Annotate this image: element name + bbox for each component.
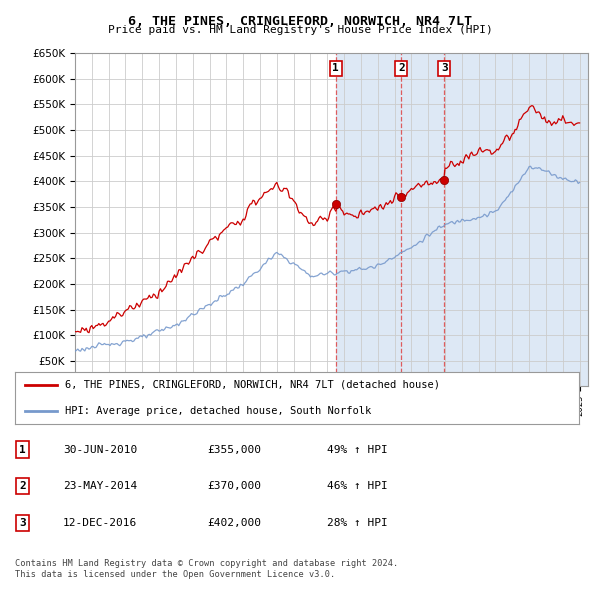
Text: £402,000: £402,000 bbox=[207, 519, 261, 528]
Text: 6, THE PINES, CRINGLEFORD, NORWICH, NR4 7LT (detached house): 6, THE PINES, CRINGLEFORD, NORWICH, NR4 … bbox=[65, 380, 440, 389]
Text: This data is licensed under the Open Government Licence v3.0.: This data is licensed under the Open Gov… bbox=[15, 571, 335, 579]
Text: 28% ↑ HPI: 28% ↑ HPI bbox=[327, 519, 388, 528]
Text: Price paid vs. HM Land Registry's House Price Index (HPI): Price paid vs. HM Land Registry's House … bbox=[107, 25, 493, 35]
Text: 23-MAY-2014: 23-MAY-2014 bbox=[63, 481, 137, 491]
Text: 6, THE PINES, CRINGLEFORD, NORWICH, NR4 7LT: 6, THE PINES, CRINGLEFORD, NORWICH, NR4 … bbox=[128, 15, 472, 28]
Bar bbox=[336, 53, 588, 386]
Text: 12-DEC-2016: 12-DEC-2016 bbox=[63, 519, 137, 528]
Text: 1: 1 bbox=[332, 64, 339, 74]
Text: 2: 2 bbox=[398, 64, 404, 74]
Text: 3: 3 bbox=[19, 519, 26, 528]
Text: 30-JUN-2010: 30-JUN-2010 bbox=[63, 445, 137, 454]
Text: Contains HM Land Registry data © Crown copyright and database right 2024.: Contains HM Land Registry data © Crown c… bbox=[15, 559, 398, 568]
Text: £355,000: £355,000 bbox=[207, 445, 261, 454]
Text: HPI: Average price, detached house, South Norfolk: HPI: Average price, detached house, Sout… bbox=[65, 406, 371, 415]
Text: 2: 2 bbox=[19, 481, 26, 491]
Text: 3: 3 bbox=[441, 64, 448, 74]
Text: 49% ↑ HPI: 49% ↑ HPI bbox=[327, 445, 388, 454]
Text: 46% ↑ HPI: 46% ↑ HPI bbox=[327, 481, 388, 491]
Text: £370,000: £370,000 bbox=[207, 481, 261, 491]
Text: 1: 1 bbox=[19, 445, 26, 454]
